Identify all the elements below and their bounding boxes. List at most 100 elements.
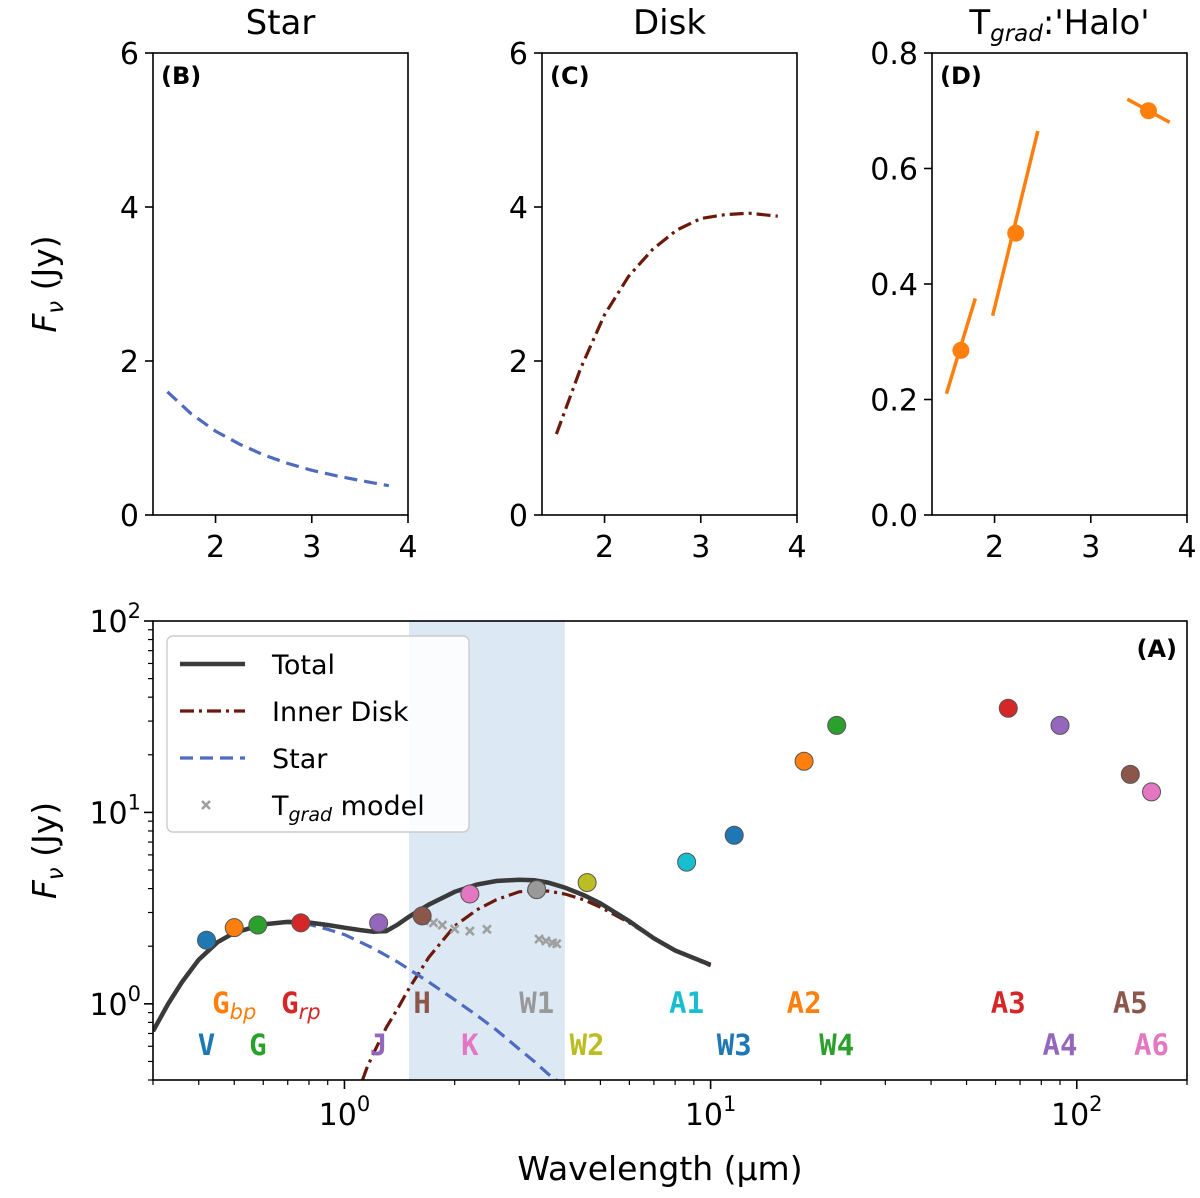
data-point-2 [1007, 224, 1025, 242]
y-axis-label: Fν (Jy) [25, 802, 69, 899]
y-tick-label: 101 [89, 790, 141, 831]
legend-marker [201, 800, 211, 810]
photometry-point-w4 [827, 715, 847, 735]
photometry-point-w3 [724, 825, 744, 845]
tick-base: 10 [89, 988, 127, 1023]
photometry-point-a4 [1050, 715, 1070, 735]
model-marker-7 [534, 934, 544, 944]
model-marker-10 [551, 938, 562, 949]
tick-base: 10 [89, 796, 127, 831]
panel-b: 0 2 4 6 2 3 4 (B) Star Fν (Jy) [25, 3, 418, 565]
x-tick-label: 3 [302, 530, 321, 565]
band-main: W1 [519, 986, 554, 1020]
photometry-point-a3 [998, 698, 1018, 718]
band-label-h: H [413, 986, 430, 1020]
tick-base: 10 [685, 1098, 723, 1133]
tick-exponent: 1 [128, 790, 141, 814]
band-main: A4 [1043, 1028, 1078, 1062]
legend-label-main: T [271, 791, 289, 822]
legend-label: Total [271, 650, 335, 681]
photometry-point-a1 [677, 852, 697, 872]
band-main: W2 [570, 1028, 605, 1062]
x-tick-label: 100 [319, 1092, 371, 1133]
photometry-point-a5 [1120, 764, 1140, 784]
legend-label-tail: model [332, 791, 425, 822]
band-label-w3: W3 [717, 1028, 752, 1062]
curve-dashdot [554, 211, 778, 435]
model-marker-8 [541, 936, 551, 946]
band-main: A3 [991, 986, 1026, 1020]
legend-label-subscript: grad [289, 804, 334, 826]
y-tick-label: 0 [509, 499, 528, 534]
y-tick-label: 0.6 [870, 153, 918, 188]
x-tick-label: 3 [1081, 530, 1100, 565]
tick-exponent: 2 [128, 599, 141, 623]
photometry-point-w2 [577, 873, 597, 893]
photometry-point-j [369, 913, 389, 933]
photometry-point-g [248, 915, 268, 935]
tick-base: 10 [319, 1098, 357, 1133]
band-main: J [370, 1028, 387, 1062]
tick-exponent: 0 [128, 982, 141, 1006]
legend-box [166, 635, 470, 833]
axes-frame [152, 620, 1188, 1081]
photometry-point-grp [291, 913, 311, 933]
band-label-a3: A3 [991, 986, 1026, 1020]
band-label-grp: Grp [281, 986, 320, 1024]
y-tick-label: 0.2 [870, 384, 918, 419]
x-tick-label: 4 [787, 530, 806, 565]
band-subscript: rp [299, 1000, 321, 1024]
y-tick-label: 2 [120, 345, 139, 380]
title-tail: :'Halo' [1043, 3, 1150, 43]
model-marker-2 [428, 917, 439, 928]
band-main: W3 [717, 1028, 752, 1062]
curve-inner-disk [360, 889, 712, 1080]
panel-label: (C) [550, 62, 590, 90]
x-tick-label: 4 [1177, 530, 1196, 565]
y-tick-label: 4 [509, 191, 528, 226]
x-tick-label: 2 [985, 530, 1004, 565]
band-main: A5 [1113, 986, 1148, 1020]
x-tick-label: 4 [398, 530, 417, 565]
axes-frame [152, 52, 409, 516]
y-tick-label: 0.4 [870, 268, 918, 303]
model-marker-5 [464, 926, 475, 936]
tick-exponent: 2 [1089, 1092, 1102, 1116]
legend: Total Inner Disk Star Tgrad model [166, 635, 470, 833]
photometry-point-w1 [527, 880, 547, 900]
y-tick-label: 0 [120, 499, 139, 534]
band-main: H [413, 986, 430, 1020]
band-label-gbp: Gbp [212, 986, 256, 1024]
x-tick-label: 3 [691, 530, 710, 565]
band-main: W4 [819, 1028, 854, 1062]
panel-label: (D) [940, 62, 982, 90]
title-subscript: grad [990, 21, 1043, 47]
band-main: A6 [1134, 1028, 1169, 1062]
band-main: V [198, 1028, 215, 1062]
data-point-3 [1140, 102, 1158, 120]
band-label-a1: A1 [669, 986, 704, 1020]
band-label-j: J [370, 1028, 387, 1062]
panel-c: 0 2 4 6 2 3 4 (C) Disk [509, 3, 807, 565]
band-label-v: V [198, 1028, 215, 1062]
band-label-w1: W1 [519, 986, 554, 1020]
y-tick-label: 0.0 [870, 499, 918, 534]
axes-frame [541, 52, 798, 516]
legend-label: Tgrad model [271, 791, 425, 826]
model-marker-3 [437, 920, 448, 930]
band-main: A2 [787, 986, 822, 1020]
y-tick-label: 2 [509, 345, 528, 380]
x-tick-label: 102 [1051, 1092, 1103, 1133]
photometry-point-gbp [224, 918, 244, 938]
photometry-point-a6 [1142, 782, 1162, 802]
panel-d: 0.0 0.2 0.4 0.6 0.8 2 3 4 (D) Tgrad:'Halo' [870, 3, 1196, 565]
photometry-point-k [460, 884, 480, 904]
tick-base: 10 [1051, 1098, 1089, 1133]
tick-exponent: 0 [357, 1092, 370, 1116]
y-tick-label: 4 [120, 191, 139, 226]
panel-title: Disk [633, 3, 706, 43]
photometry-point-h [412, 906, 432, 926]
ylabel-unit: (Jy) [25, 235, 64, 301]
ylabel-nu: ν [43, 867, 69, 880]
